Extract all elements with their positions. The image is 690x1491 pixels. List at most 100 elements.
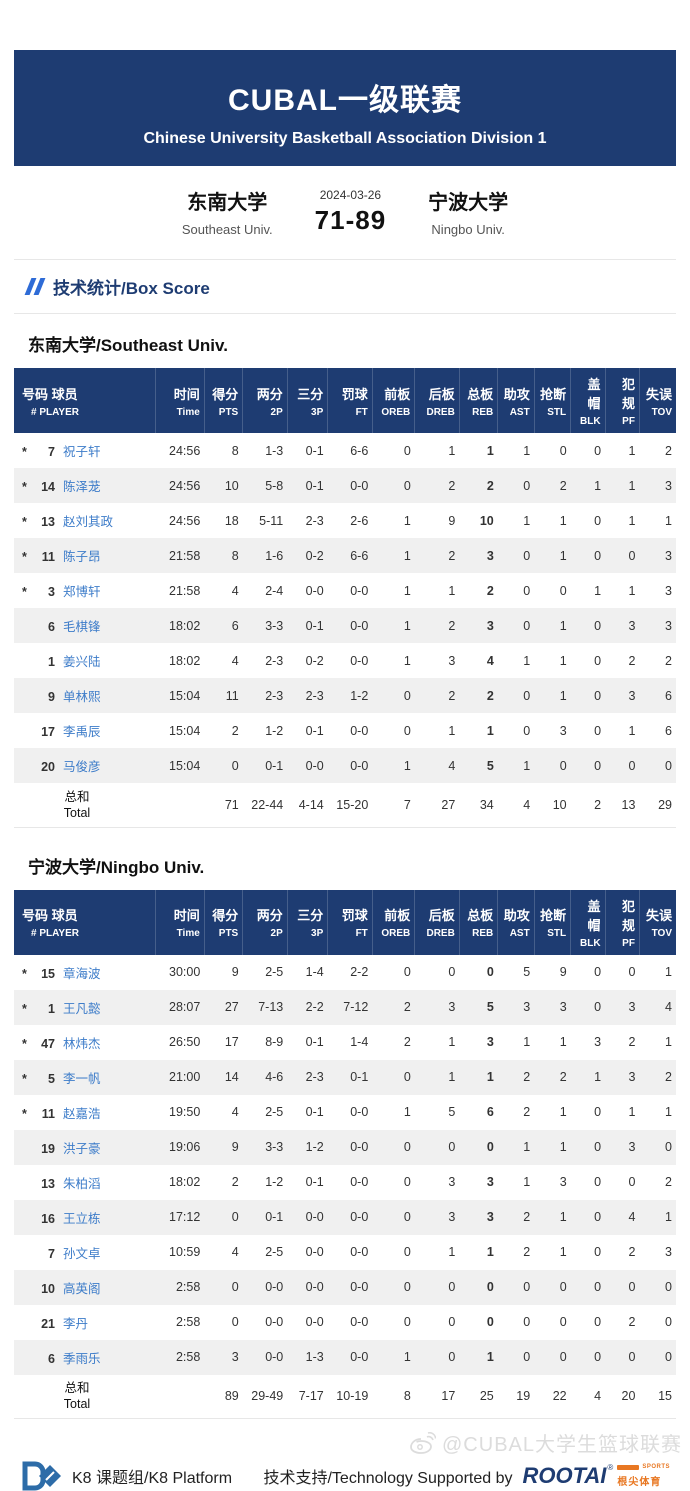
- box-score-table-ningbo: 号码 球员 # PLAYER 时间 Time 得分 PTS 两分 2P 三分 3P 罚球 FT 前板 OR…: [14, 889, 676, 1420]
- stat-cell: 1: [486, 1245, 494, 1259]
- player-cell: 16 王立栋: [14, 1200, 156, 1235]
- player-number: 11: [41, 1106, 55, 1121]
- player-name[interactable]: 李丹: [63, 1316, 89, 1331]
- player-cell: 7 孙文卓: [14, 1235, 156, 1270]
- team-title: 宁波大学/Ningbo Univ.: [28, 857, 205, 877]
- total-stat-cell: 15-20: [336, 797, 369, 812]
- stat-cell: 0: [594, 965, 602, 979]
- starter-mark: *: [22, 1106, 27, 1121]
- total-stat-cell: 4: [523, 797, 531, 812]
- stat-cell: 2-3: [305, 1070, 324, 1084]
- stat-cell: 9: [448, 513, 456, 528]
- stat-cell: 3: [628, 618, 636, 633]
- stat-cell: 1: [559, 513, 567, 528]
- player-name[interactable]: 洪子豪: [63, 1141, 101, 1156]
- stat-cell: 3: [486, 1175, 494, 1189]
- total-stat-cell: 27: [441, 797, 456, 812]
- stat-cell: 1: [403, 548, 411, 563]
- player-number: 13: [41, 1176, 55, 1191]
- player-name[interactable]: 祝子轩: [63, 445, 101, 459]
- player-name[interactable]: 赵嘉浩: [63, 1106, 101, 1121]
- column-label-en: Time: [176, 406, 200, 418]
- stat-cell: 2-4: [265, 583, 284, 598]
- player-cell: * 15 章海波: [14, 955, 156, 990]
- player-cell: * 11 陈子昂: [14, 538, 156, 573]
- player-name[interactable]: 朱柏滔: [63, 1176, 101, 1191]
- column-label-en: 3P: [311, 928, 324, 939]
- stat-cell: 0: [403, 688, 411, 703]
- page-title: CUBAL一级联赛: [228, 84, 462, 117]
- stat-cell: 0: [523, 723, 531, 738]
- column-header-tov: 失误 TOV: [639, 889, 676, 955]
- player-name[interactable]: 林炜杰: [63, 1036, 101, 1051]
- stat-cell: 1: [403, 1350, 411, 1364]
- stat-cell: 15:04: [169, 723, 201, 738]
- stat-cell: 1: [403, 1105, 411, 1119]
- stat-cell: 2: [523, 1245, 531, 1259]
- stat-cell: 0-0: [350, 1175, 369, 1189]
- column-label-en: FT: [355, 406, 368, 418]
- stat-cell: 0: [665, 758, 672, 773]
- stat-cell: 1: [559, 1140, 567, 1154]
- column-label-en: TOV: [651, 406, 672, 418]
- stat-cell: 0: [594, 1105, 602, 1119]
- player-name[interactable]: 单林熙: [63, 690, 101, 704]
- stat-cell: 17:12: [169, 1210, 201, 1224]
- stat-cell: 1: [486, 1070, 494, 1084]
- starter-mark: *: [22, 966, 27, 981]
- stat-cell: 2: [628, 653, 636, 668]
- player-name[interactable]: 王凡懿: [63, 1001, 101, 1016]
- column-label-cn: 时间: [173, 386, 200, 402]
- stat-cell: 0: [665, 1140, 672, 1154]
- tech-support-label: 技术支持/Technology Supported by: [263, 1470, 513, 1487]
- column-header-stl: 抢断 STL: [534, 889, 572, 955]
- column-label-cn: 总板: [467, 908, 494, 923]
- player-name[interactable]: 赵刘其政: [63, 515, 114, 529]
- stat-cell: 1: [628, 723, 636, 738]
- column-label-cn: 总板: [467, 386, 494, 402]
- player-name[interactable]: 章海波: [63, 966, 101, 981]
- stat-cell: 1: [559, 653, 567, 668]
- box-score-section-header: 技术统计/Box Score: [14, 260, 676, 314]
- stat-cell: 1: [559, 618, 567, 633]
- stat-cell: 1: [594, 1070, 602, 1084]
- stat-cell: 1: [523, 443, 531, 458]
- stat-cell: 3: [448, 653, 456, 668]
- player-name[interactable]: 姜兴陆: [63, 655, 101, 669]
- stat-cell: 3: [559, 1175, 567, 1189]
- player-name[interactable]: 李一帆: [63, 1071, 101, 1086]
- stat-cell: 24:56: [169, 478, 201, 493]
- stat-cell: 1: [559, 548, 567, 563]
- player-name[interactable]: 高英阁: [63, 1281, 101, 1296]
- player-name[interactable]: 陈子昂: [63, 550, 101, 564]
- stat-cell: 0: [594, 513, 602, 528]
- stat-cell: 1-4: [350, 1035, 369, 1049]
- weibo-icon: [410, 1431, 436, 1454]
- rootai-wordmark: ROOTAI: [522, 1463, 607, 1488]
- player-name[interactable]: 王立栋: [63, 1211, 101, 1226]
- stat-cell: 0-0: [350, 478, 369, 493]
- stat-cell: 0-0: [305, 1245, 324, 1259]
- stat-cell: 6-6: [350, 548, 369, 563]
- player-name[interactable]: 马俊彦: [63, 760, 101, 774]
- player-name[interactable]: 毛棋锋: [63, 620, 101, 634]
- player-name[interactable]: 陈泽茏: [63, 480, 101, 494]
- column-label-cn: 失误: [645, 908, 672, 923]
- player-name[interactable]: 李禹辰: [63, 725, 101, 739]
- player-name[interactable]: 孙文卓: [63, 1246, 101, 1261]
- player-number: 5: [48, 1071, 55, 1086]
- player-name[interactable]: 季雨乐: [63, 1351, 101, 1366]
- stat-cell: 0: [594, 1210, 602, 1224]
- column-label-en: DREB: [426, 406, 455, 418]
- column-label-cn: 罚球: [341, 908, 368, 923]
- stat-cell: 2: [231, 723, 239, 738]
- starter-mark: *: [22, 445, 27, 459]
- stat-cell: 0-0: [305, 1315, 324, 1329]
- column-header-time: 时间 Time: [155, 889, 205, 955]
- column-header-p: 两分 2P: [242, 889, 288, 955]
- player-cell: 19 洪子豪: [14, 1130, 156, 1165]
- stat-cell: 0: [628, 548, 636, 563]
- player-name[interactable]: 郑博轩: [63, 585, 101, 599]
- stat-cell: 5: [523, 965, 531, 979]
- column-label-en: STL: [547, 406, 567, 418]
